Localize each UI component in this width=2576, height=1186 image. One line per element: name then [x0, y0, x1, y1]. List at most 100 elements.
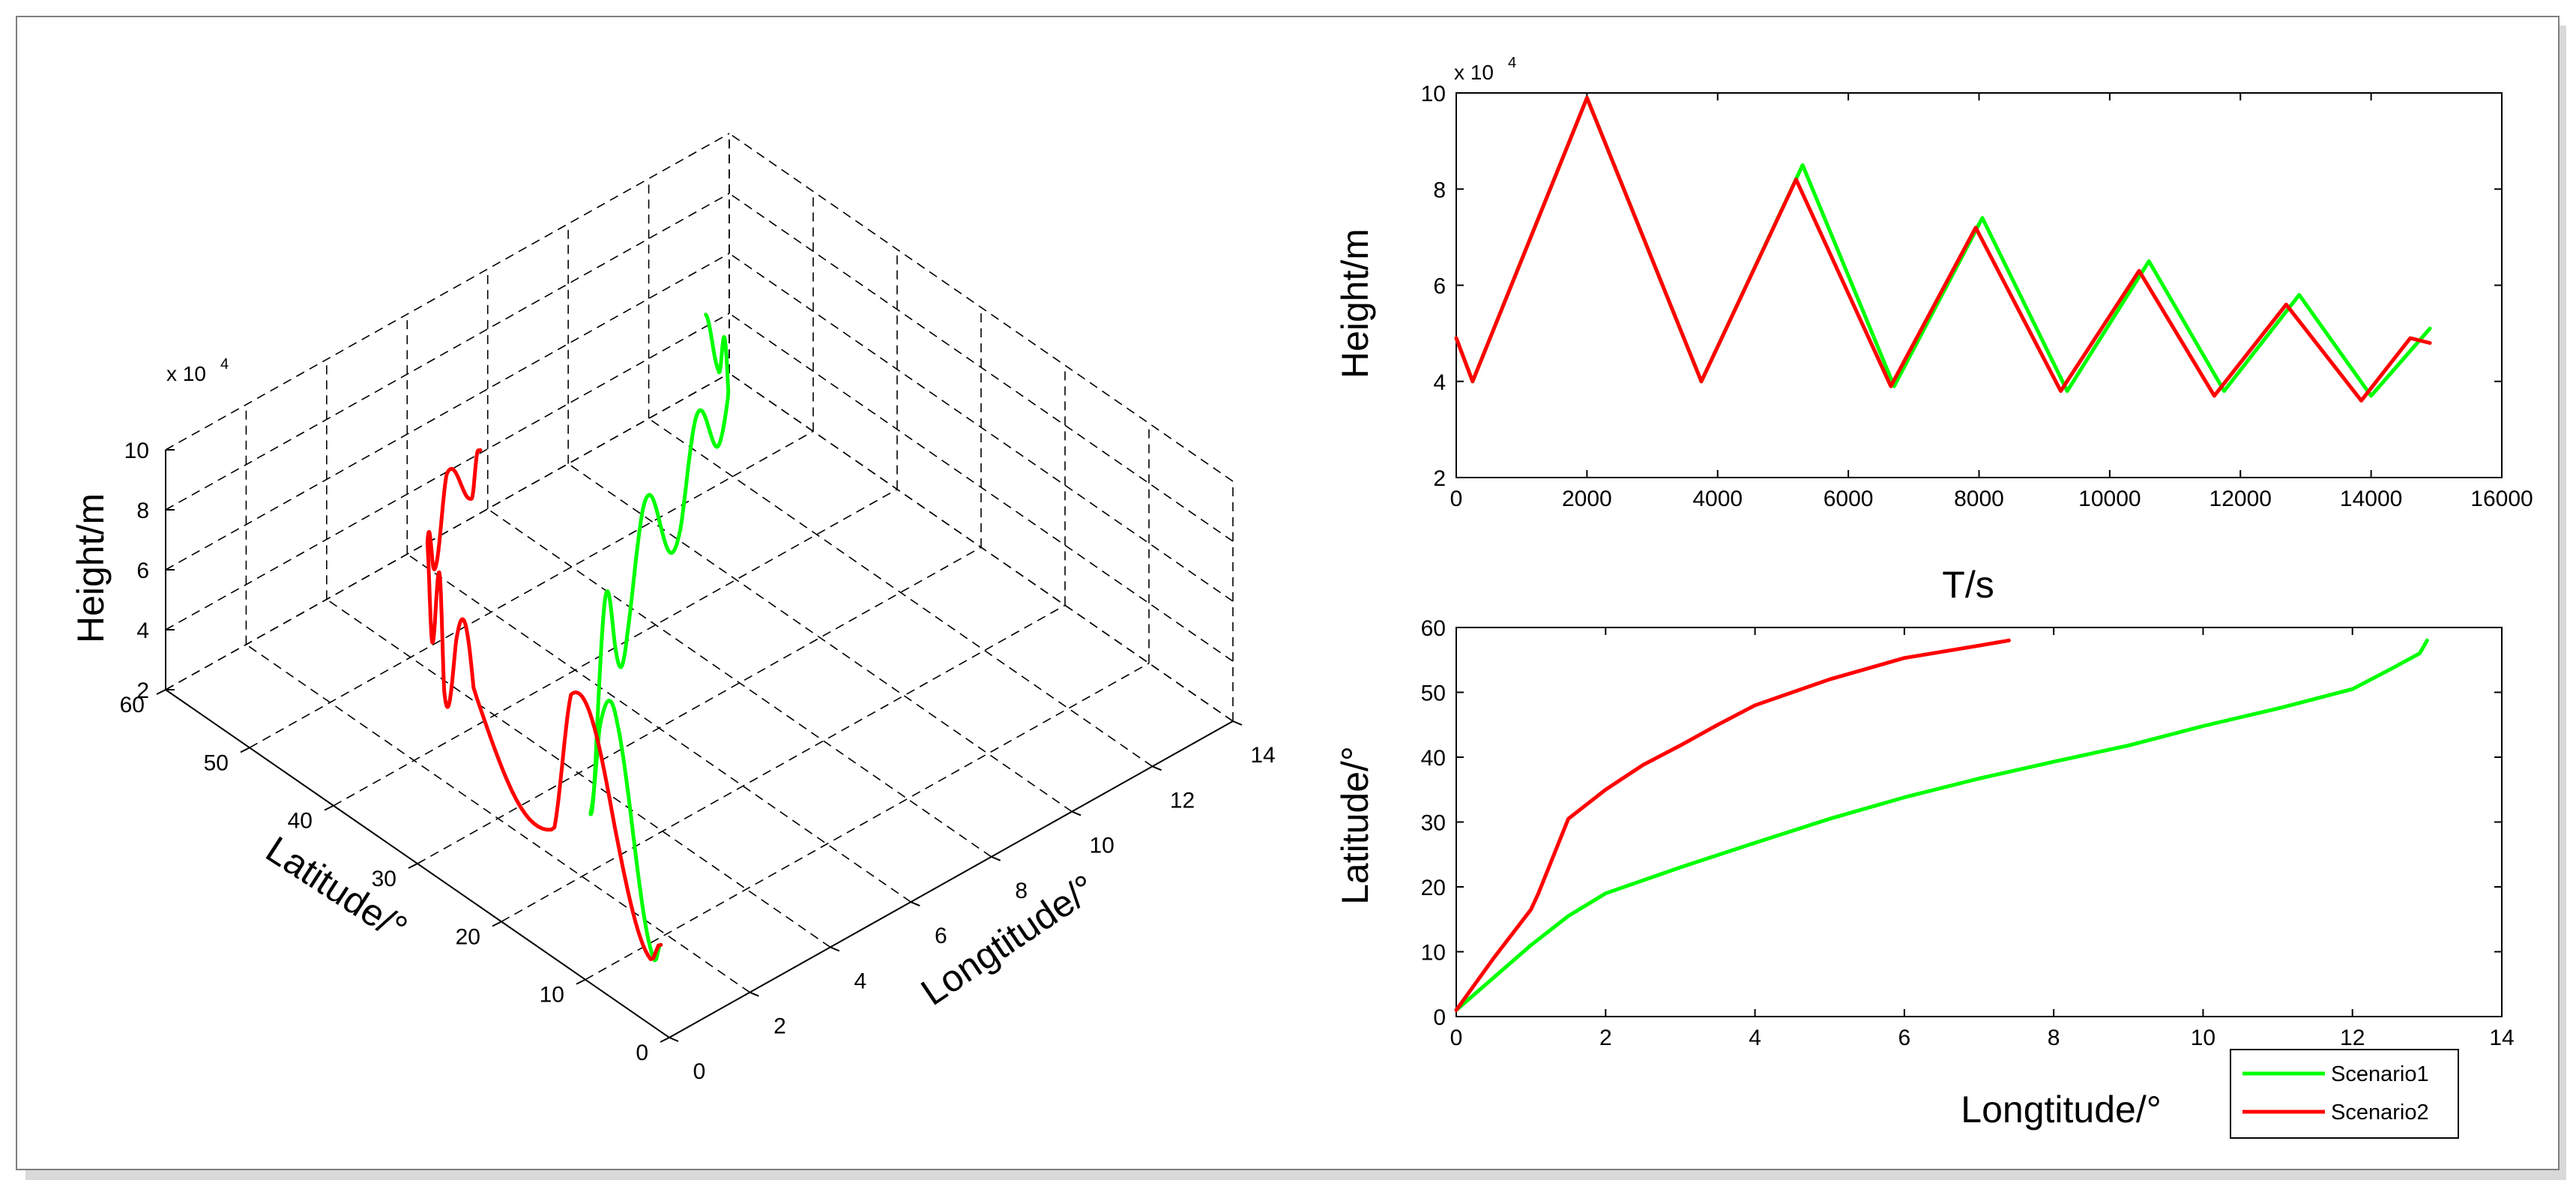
height-time-y-tick-label: 8 — [1433, 178, 1446, 202]
chart3d-z-exponent: x 10 — [166, 362, 206, 385]
chart3d-x-tick-mark — [1071, 810, 1082, 816]
chart3d-x-tick-mark — [669, 1037, 679, 1042]
lat-lon-y-tick-label: 50 — [1421, 681, 1446, 706]
legend: Scenario1 Scenario2 — [2230, 1049, 2459, 1139]
height-time-y-tick-label: 2 — [1433, 466, 1446, 491]
height-time-x-label: T/s — [1942, 564, 1994, 606]
chart3d-sidewall-grid-horizontal — [729, 133, 1234, 482]
chart3d-x-tick-label: 8 — [1015, 879, 1028, 903]
lat-lon-lines — [1454, 638, 2429, 1012]
lat-lon-labels: Latitude/° Longtitude/° — [1334, 746, 2162, 1131]
chart3d-floor-grid-lon — [648, 418, 1153, 767]
lat-lon-y-tick-label: 30 — [1421, 811, 1446, 836]
height-time-x-tick-label: 4000 — [1692, 487, 1743, 511]
lat-lon-x-tick-label: 0 — [1450, 1026, 1463, 1050]
chart3d-y-tick-mark — [324, 804, 334, 811]
height-time-y-tick-label: 4 — [1433, 370, 1446, 395]
chart3d-x-tick-label: 14 — [1250, 743, 1275, 768]
chart3d-floor-grid-lon — [487, 508, 992, 858]
chart3d-y-tick-mark — [156, 689, 166, 695]
chart3d-x-tick-label: 4 — [854, 969, 867, 993]
chart3d-z-tick-label: 10 — [124, 439, 149, 463]
height-time-y-label: Height/m — [1334, 229, 1376, 379]
chart3d-y-tick-mark — [492, 921, 502, 927]
figure-border — [16, 16, 2560, 1170]
chart3d-x-tick-mark — [991, 855, 1001, 861]
chart3d-x-tick-label: 0 — [693, 1059, 706, 1084]
lat-lon-y-tick-label: 0 — [1433, 1005, 1446, 1030]
lat-lon-y-tick-label: 60 — [1421, 616, 1446, 641]
lat-lon-x-tick-label: 14 — [2489, 1026, 2514, 1050]
chart3d-y-tick-label: 50 — [204, 750, 229, 775]
chart3d-y-tick-label: 40 — [288, 809, 313, 834]
chart3d-z-tick-label: 8 — [136, 499, 149, 523]
height-time-x-tick-label: 16000 — [2470, 487, 2533, 511]
chart3d-x-tick-label: 2 — [773, 1014, 786, 1039]
chart3d-y-tick-mark — [240, 747, 250, 753]
lat-lon-x-tick-label: 8 — [2048, 1026, 2060, 1050]
chart3d-sidewall-grid-horizontal — [729, 253, 1234, 602]
legend-label-scenario1: Scenario1 — [2331, 1062, 2429, 1086]
chart3d-floor-grid-lat — [501, 604, 1066, 923]
lat-lon-x-tick-label: 6 — [1898, 1026, 1911, 1050]
height-time-series-scenario2 — [1454, 95, 2432, 403]
lat-lon-y-tick-label: 10 — [1421, 941, 1446, 966]
chart3d-lines — [425, 313, 731, 963]
chart3d-z-tick-label: 4 — [136, 618, 149, 643]
lat-lon-axes: 0 2 4 6 8 10 12 14 0 10 20 30 40 50 60 — [1421, 616, 2515, 1050]
height-time-axes: 0 2000 4000 6000 8000 10000 12000 14000 16000 2 4 6… — [1421, 82, 2533, 511]
legend-box — [2230, 1049, 2459, 1139]
lat-lon-x-tick-label: 2 — [1599, 1026, 1612, 1050]
height-time-x-tick-label: 12000 — [2209, 487, 2272, 511]
height-time-y-exponent: x 10 — [1454, 61, 1494, 84]
chart3d-series-scenario1 — [588, 313, 731, 963]
lat-lon-y-label: Latitude/° — [1334, 746, 1376, 905]
chart3d-sidewall-grid-horizontal — [729, 313, 1234, 662]
height-time-y-exponent-power: 4 — [1508, 55, 1516, 71]
chart3d-sidewall-grid-horizontal — [729, 373, 1234, 722]
height-time-x-tick-label: 14000 — [2340, 487, 2402, 511]
height-time-x-tick-label: 8000 — [1954, 487, 2004, 511]
chart3d-floor-grid-lat — [249, 430, 814, 749]
chart3d-floor-grid-lon — [567, 463, 1073, 813]
chart3d-z-tick-label: 2 — [136, 678, 149, 703]
chart3d-backwall-grid-horizontal — [165, 193, 730, 511]
chart3d-y-tick-label: 10 — [540, 983, 564, 1008]
chart3d-y-tick-label: 0 — [636, 1041, 648, 1065]
lat-lon-series-scenario2 — [1454, 638, 2011, 1012]
height-time-x-tick-label: 2000 — [1562, 487, 1612, 511]
height-time-x-tick-label: 10000 — [2078, 487, 2141, 511]
lat-lon-x-tick-label: 10 — [2191, 1026, 2215, 1050]
height-time-y-tick-label: 10 — [1421, 82, 1446, 106]
lat-lon-series-scenario1 — [1454, 638, 2429, 1012]
lat-lon-x-label: Longtitude/° — [1961, 1089, 2161, 1131]
lat-lon-y-tick-label: 20 — [1421, 876, 1446, 900]
chart3d-backwall-grid-horizontal — [165, 373, 730, 690]
chart3d-backwall-grid-horizontal — [165, 253, 730, 571]
chart3d-x-tick-mark — [749, 991, 759, 997]
chart3d-y-tick-mark — [660, 1037, 670, 1043]
chart3d-z-tick-label: 6 — [136, 559, 149, 583]
lat-lon-x-tick-label: 4 — [1749, 1026, 1761, 1050]
chart3d-sidewall-grid-horizontal — [729, 193, 1234, 542]
chart3d-x-tick-mark — [830, 946, 840, 952]
chart3d-y-tick-label: 20 — [456, 924, 480, 949]
chart3d-x-tick-mark — [1232, 720, 1243, 726]
chart3d-x-tick-mark — [1152, 765, 1162, 771]
legend-label-scenario2: Scenario2 — [2331, 1101, 2429, 1125]
chart3d-series-scenario2 — [425, 448, 663, 962]
chart3d-floor-grid-lat — [585, 662, 1150, 981]
lat-lon-y-tick-label: 40 — [1421, 746, 1446, 771]
lat-lon-x-tick-label: 12 — [2340, 1026, 2365, 1050]
chart3d-y-tick-label: 30 — [372, 867, 396, 891]
height-time-labels: x 10 4 Height/m T/s — [1334, 55, 1994, 606]
chart3d-y-tick-mark — [408, 863, 418, 869]
chart3d-x-tick-label: 6 — [935, 924, 947, 948]
chart3d-x-tick-label: 10 — [1089, 834, 1114, 858]
chart3d-z-label: Height/m — [70, 493, 112, 643]
height-time-x-tick-label: 6000 — [1824, 487, 1874, 511]
chart3d-grid — [165, 133, 1234, 1038]
